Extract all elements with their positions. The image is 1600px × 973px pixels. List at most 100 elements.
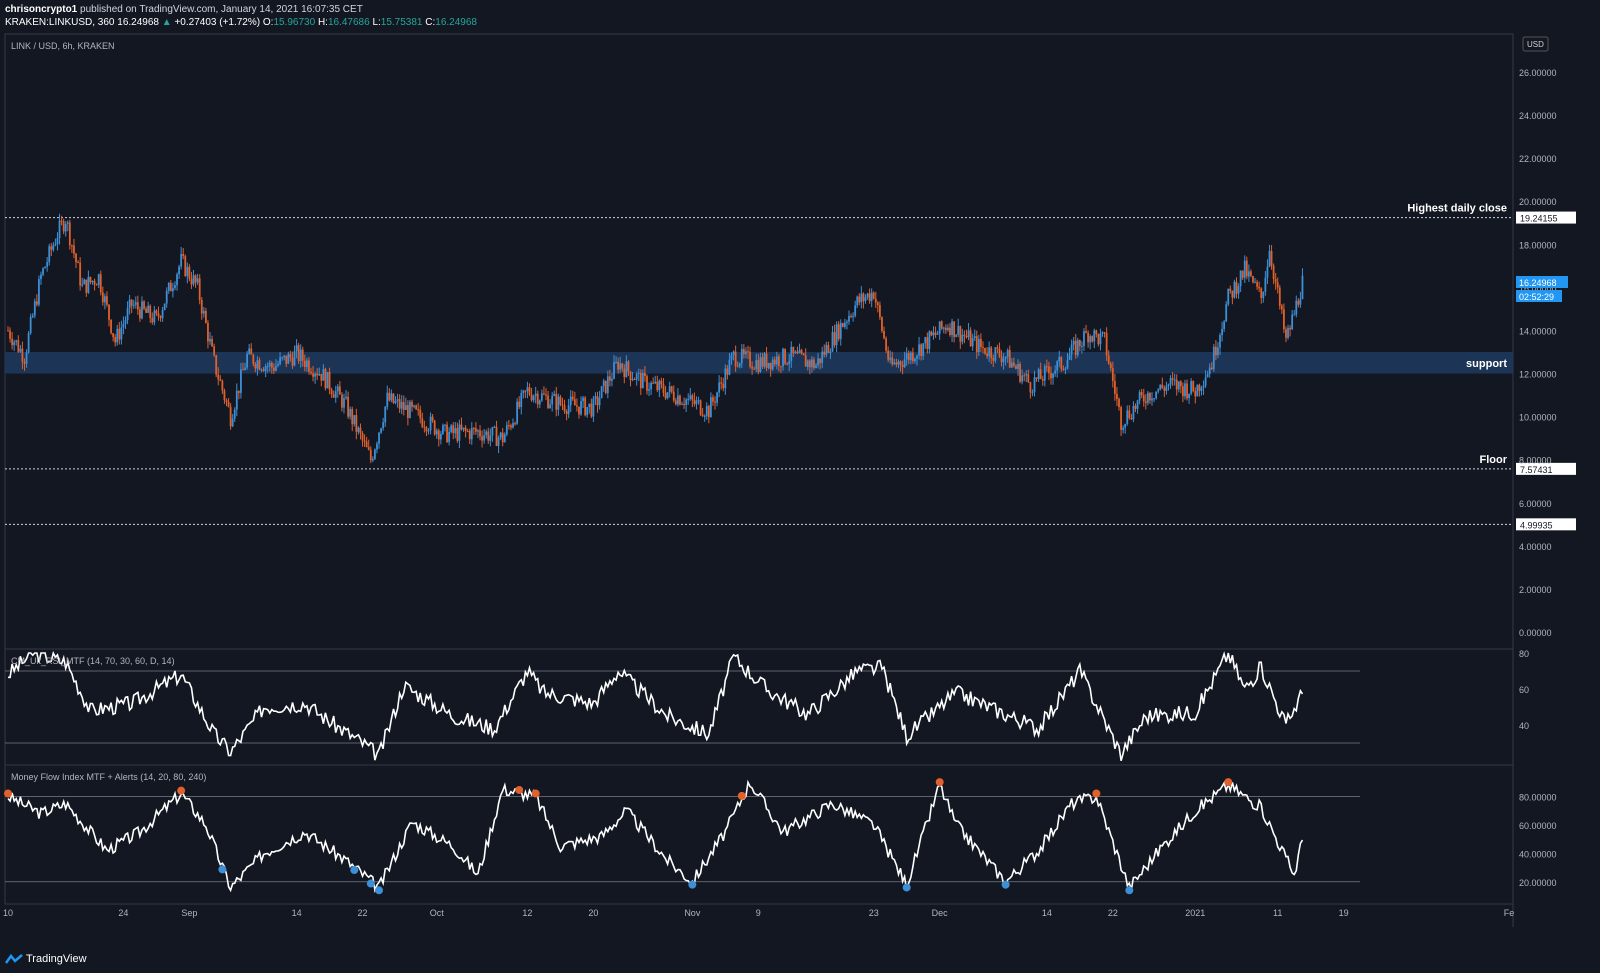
time-axis[interactable]: 10 24 Sep 14 22 Oct 12 20 Nov 9 23 Dec 14 22 2021 11 19 F… <box>3 908 1514 918</box>
price-axis[interactable]: 26.00000 24.00000 22.00000 20.00000 18.00000… <box>1516 36 1568 638</box>
candle-body <box>353 415 356 425</box>
candle-body <box>402 402 405 411</box>
candle-body <box>914 358 916 362</box>
candle-body <box>1293 314 1296 316</box>
candle-body <box>677 395 679 405</box>
candle-body <box>631 379 634 381</box>
candle-body <box>1056 361 1059 371</box>
candle-body <box>839 323 842 340</box>
tradingview-logo-icon[interactable] <box>4 953 24 965</box>
candle-body <box>1299 299 1302 305</box>
candle-body <box>1081 346 1083 348</box>
candle-body <box>984 347 986 354</box>
candle-body <box>518 401 521 408</box>
candle-body <box>1052 373 1054 379</box>
candle-body <box>400 402 403 409</box>
hline-label-0: Highest daily close <box>1407 203 1507 215</box>
candle-body <box>1074 340 1077 355</box>
price-tick-label: 18.00000 <box>1519 240 1557 250</box>
candle-body <box>207 322 209 342</box>
candle-body <box>1035 377 1038 379</box>
candle-body <box>1048 366 1050 374</box>
mfi-pane[interactable]: 80.00000 60.00000 40.00000 20.00000 Money Fl… <box>4 772 1557 895</box>
candle-body <box>578 406 580 415</box>
candle-body <box>66 222 69 224</box>
candle-body <box>1182 386 1184 397</box>
candle-body <box>378 432 380 444</box>
candle-body <box>604 380 607 394</box>
candle-body <box>1064 368 1067 370</box>
rsi-pane[interactable]: 80 60 40 CM_Ult_RSI_MTF (14, 70, 30, 60, D,… <box>5 649 1529 762</box>
candle-body <box>297 345 300 362</box>
candle-body <box>491 427 494 436</box>
candle-body <box>928 331 931 349</box>
time-tick-label: 12 <box>522 908 532 918</box>
candle-body <box>534 393 537 397</box>
candle-body <box>852 315 855 317</box>
candle-body <box>1033 377 1036 393</box>
candle-body <box>1204 377 1207 386</box>
candle-body <box>1151 398 1153 401</box>
chart-area[interactable]: 19.24155 Highest daily close 7.57431 Floor 4… <box>0 32 1600 940</box>
candle-body <box>108 304 110 320</box>
candle-body <box>382 422 385 429</box>
candle-body <box>922 343 925 356</box>
candle-body <box>996 347 999 349</box>
candle-body <box>959 326 962 342</box>
candle-body <box>116 328 119 343</box>
candle-body <box>841 323 844 327</box>
candle-body <box>1132 405 1135 420</box>
mfi-overbought-marker <box>1224 778 1233 787</box>
candle-body <box>1295 300 1298 315</box>
mfi-overbought-marker <box>515 785 524 794</box>
candle-body <box>728 359 731 375</box>
main-pane[interactable] <box>4 33 1514 927</box>
candle-body <box>606 376 609 394</box>
candle-body <box>1268 250 1271 267</box>
candle-body <box>1054 370 1057 374</box>
candle-body <box>897 361 900 365</box>
candle-body <box>332 394 335 398</box>
candle-body <box>953 321 956 337</box>
candle-body <box>825 344 828 355</box>
high-value: 16.47686 <box>327 17 370 28</box>
candle-body <box>615 361 617 363</box>
candle-body <box>147 305 150 313</box>
mfi-title: Money Flow Index MTF + Alerts (14, 20, 8… <box>11 772 206 782</box>
candle-body <box>656 381 659 391</box>
candle-body <box>1037 369 1040 379</box>
candle-body <box>1200 387 1203 391</box>
mfi-overbought-marker <box>935 778 944 787</box>
candle-body <box>1122 427 1125 430</box>
candle-body <box>423 426 426 428</box>
price-tick-label: 10.00000 <box>1519 413 1557 423</box>
author-name[interactable]: chrisoncrypto1 <box>5 4 78 15</box>
candle-body <box>1050 373 1052 379</box>
candle-body <box>200 299 203 314</box>
candle-body <box>751 366 754 369</box>
candle-body <box>761 357 764 367</box>
candle-body <box>429 416 432 431</box>
brand-label[interactable]: TradingView <box>26 953 87 965</box>
candle-body <box>324 369 327 389</box>
candle-body <box>747 351 749 353</box>
candle-body <box>1021 375 1024 382</box>
symbol-label[interactable]: KRAKEN:LINKUSD, 360 <box>5 17 115 28</box>
candle-body <box>724 368 727 389</box>
candle-body <box>971 337 974 347</box>
candle-body <box>50 246 53 250</box>
candle-body <box>165 290 168 304</box>
candle-body <box>1066 359 1069 369</box>
candle-body <box>944 327 947 331</box>
candle-body <box>141 301 143 319</box>
candle-body <box>693 399 696 405</box>
candle-body <box>83 279 86 285</box>
candle-body <box>854 305 857 316</box>
candle-body <box>629 371 632 381</box>
last-price: 16.24968 <box>117 17 159 28</box>
candle-body <box>235 390 238 410</box>
candle-body <box>303 360 306 368</box>
candle-body <box>320 373 323 381</box>
candle-body <box>586 406 589 416</box>
candle-body <box>1091 336 1094 342</box>
